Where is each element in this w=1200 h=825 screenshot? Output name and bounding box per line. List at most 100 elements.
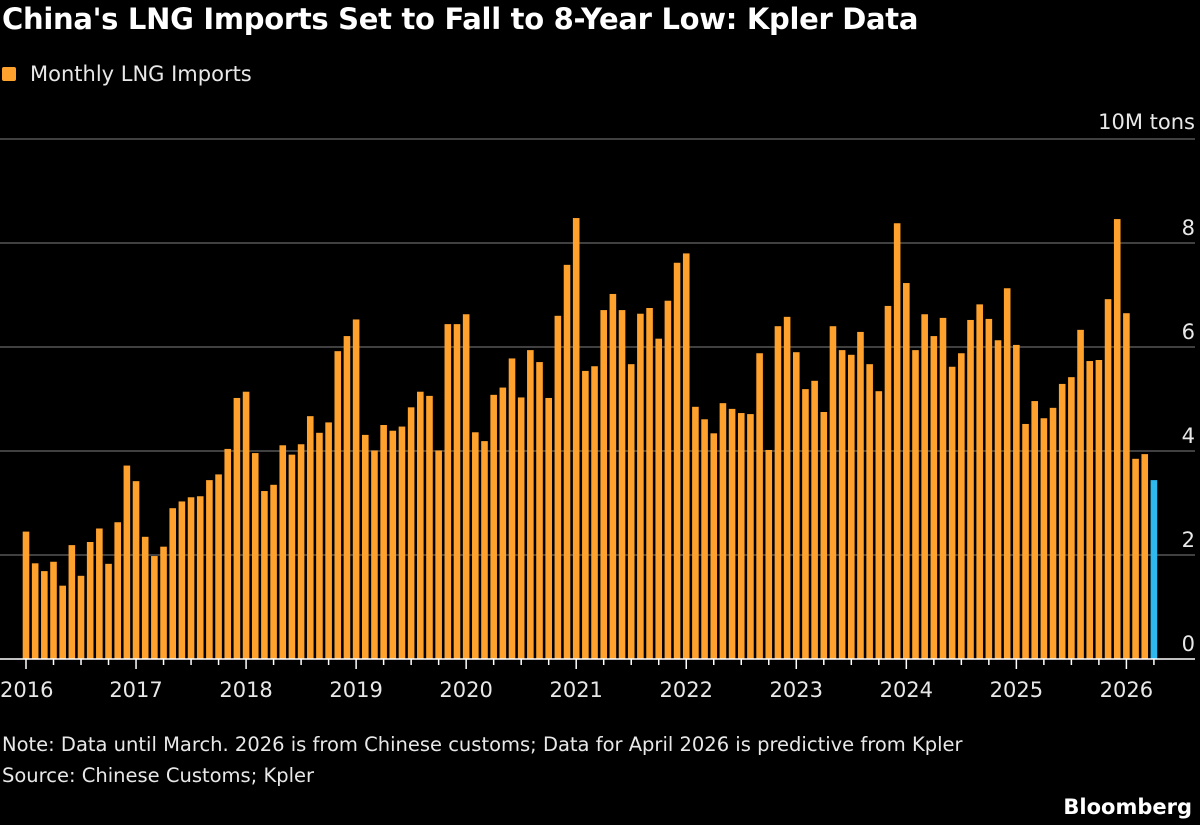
bar xyxy=(160,546,167,659)
bar xyxy=(361,434,369,659)
bar xyxy=(86,542,94,659)
bar xyxy=(22,531,30,659)
bar xyxy=(96,528,103,659)
bar xyxy=(692,406,699,659)
bar xyxy=(921,314,928,659)
bar xyxy=(206,480,213,659)
bar xyxy=(600,310,608,659)
bar xyxy=(371,450,378,659)
bar xyxy=(1095,360,1103,659)
bar xyxy=(50,561,57,659)
bar xyxy=(866,364,873,659)
bar xyxy=(517,397,525,659)
bar xyxy=(1031,401,1038,659)
bar xyxy=(141,536,149,659)
bar xyxy=(224,448,232,659)
bar xyxy=(948,366,956,659)
bar xyxy=(912,350,919,659)
bar xyxy=(1104,299,1112,659)
bar xyxy=(435,450,442,659)
bar xyxy=(747,414,754,659)
bar xyxy=(783,316,791,659)
bar xyxy=(848,354,855,659)
bar xyxy=(572,218,580,660)
bar xyxy=(508,358,516,659)
bar xyxy=(343,336,351,659)
bar xyxy=(875,391,883,659)
bar xyxy=(417,391,424,659)
bar xyxy=(1068,377,1075,659)
y-tick-label: 6 xyxy=(1182,320,1195,344)
bar xyxy=(352,319,360,659)
bar xyxy=(820,412,828,659)
bar xyxy=(297,444,305,659)
bar xyxy=(31,563,39,659)
bar xyxy=(737,413,745,659)
bar xyxy=(187,497,195,659)
x-tick-label: 2018 xyxy=(219,678,272,702)
chart-note: Note: Data until March. 2026 is from Chi… xyxy=(2,733,963,756)
bar xyxy=(554,315,562,659)
bar xyxy=(609,293,617,659)
bar xyxy=(407,407,415,659)
bar xyxy=(59,585,66,659)
bar xyxy=(306,416,314,659)
bar xyxy=(939,317,947,659)
bar xyxy=(1003,288,1011,659)
bar xyxy=(1040,418,1048,659)
bar xyxy=(976,304,983,659)
bar xyxy=(123,465,131,659)
bar xyxy=(1058,383,1066,659)
bar xyxy=(132,481,140,659)
bar xyxy=(151,556,158,659)
bar xyxy=(829,326,837,659)
bar xyxy=(481,441,488,659)
bar xyxy=(490,394,497,659)
bar xyxy=(536,362,543,659)
bar xyxy=(646,308,653,659)
bar xyxy=(196,496,204,659)
bar xyxy=(792,352,800,659)
bar xyxy=(1013,344,1020,659)
bar xyxy=(261,491,268,659)
bar xyxy=(527,350,534,659)
bar xyxy=(41,571,48,659)
bar xyxy=(1049,407,1057,659)
x-tick-label: 2021 xyxy=(549,678,602,702)
bar xyxy=(618,310,626,659)
bar xyxy=(756,353,763,659)
y-tick-label: 8 xyxy=(1182,216,1195,240)
y-unit-label: 10M tons xyxy=(1098,110,1195,134)
bar-predicted xyxy=(1150,480,1158,659)
bar xyxy=(499,387,507,659)
bar xyxy=(673,262,681,659)
x-tick-label: 2023 xyxy=(770,678,823,702)
y-tick-label: 4 xyxy=(1182,424,1195,448)
bar xyxy=(426,395,433,659)
bloomberg-logo: Bloomberg xyxy=(1063,795,1192,819)
x-tick-label: 2019 xyxy=(329,678,382,702)
chart-source: Source: Chinese Customs; Kpler xyxy=(2,764,315,787)
bar xyxy=(967,319,974,659)
bar xyxy=(765,449,773,659)
bar xyxy=(105,563,112,659)
bar xyxy=(233,397,241,659)
bar xyxy=(985,318,993,659)
bar xyxy=(178,501,186,659)
bar xyxy=(1141,454,1149,659)
bar xyxy=(802,389,809,659)
bar xyxy=(563,264,571,659)
bar xyxy=(884,305,892,659)
bar xyxy=(627,364,635,659)
bar xyxy=(591,366,598,659)
bar xyxy=(389,430,397,659)
x-tick-label: 2022 xyxy=(660,678,713,702)
x-tick-label: 2020 xyxy=(439,678,492,702)
bar xyxy=(169,508,177,659)
bar xyxy=(279,445,287,659)
bar xyxy=(316,432,323,659)
bar xyxy=(380,425,387,659)
bar xyxy=(857,331,864,659)
y-tick-label: 0 xyxy=(1182,632,1195,656)
